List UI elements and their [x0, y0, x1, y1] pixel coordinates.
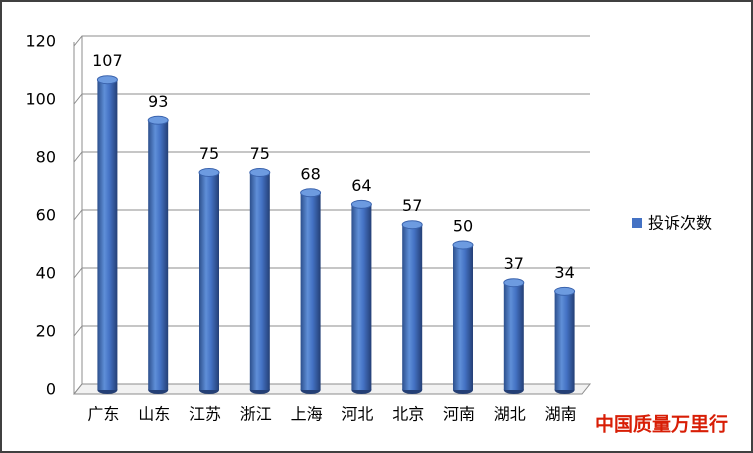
x-tick-label: 湖南	[545, 405, 577, 424]
value-label: 75	[199, 144, 219, 163]
value-label: 50	[453, 217, 473, 236]
bar-cap	[249, 168, 271, 177]
x-tick-label: 上海	[291, 405, 323, 424]
watermark: 中国质量万里行	[595, 413, 728, 436]
value-label: 75	[250, 144, 270, 163]
plot-area: 0 20 40 60 80 100 120 107 广东 93 山东 75 江苏 75 浙江 68 上海 64 河北…	[25, 32, 592, 424]
bar	[300, 192, 321, 390]
bar-cap	[350, 199, 372, 209]
x-tick-label: 北京	[392, 405, 424, 424]
y-tick-label: 0	[46, 380, 56, 399]
bar-cap	[96, 75, 118, 85]
bar-cap	[300, 188, 322, 198]
bar	[503, 282, 524, 390]
x-tick-label: 湖北	[494, 405, 526, 424]
bar-cap	[198, 168, 220, 177]
value-label: 107	[92, 51, 123, 70]
legend-label: 投诉次数	[648, 214, 712, 233]
value-label: 57	[402, 196, 422, 215]
x-tick-label: 江苏	[189, 405, 221, 424]
y-tick-label: 60	[36, 206, 56, 225]
y-tick-label: 40	[36, 264, 56, 283]
bar	[554, 291, 575, 390]
value-label: 64	[351, 176, 371, 195]
x-tick-label: 河北	[341, 405, 373, 424]
bar-cap	[147, 115, 169, 125]
value-label: 68	[300, 164, 320, 183]
y-tick-label: 80	[36, 148, 56, 167]
bar	[199, 172, 219, 390]
bar	[351, 204, 372, 390]
bar	[402, 224, 423, 390]
bar	[148, 120, 169, 391]
bar-cap	[452, 240, 474, 250]
legend-swatch	[632, 218, 642, 228]
y-tick-label: 120	[25, 32, 56, 51]
bar-cap	[503, 278, 525, 288]
bar-cap	[554, 286, 576, 296]
y-tick-label: 100	[25, 90, 56, 109]
y-tick-label: 20	[36, 322, 56, 341]
x-tick-label: 浙江	[240, 405, 272, 424]
value-label: 34	[554, 263, 574, 282]
bar	[249, 172, 270, 390]
bar	[453, 245, 473, 390]
bar	[97, 79, 118, 390]
x-tick-label: 山东	[138, 405, 170, 424]
value-label: 37	[504, 254, 524, 273]
x-tick-label: 广东	[87, 405, 119, 424]
x-tick-label: 河南	[443, 405, 475, 424]
value-label: 93	[148, 92, 168, 111]
bar-cap	[401, 220, 423, 230]
